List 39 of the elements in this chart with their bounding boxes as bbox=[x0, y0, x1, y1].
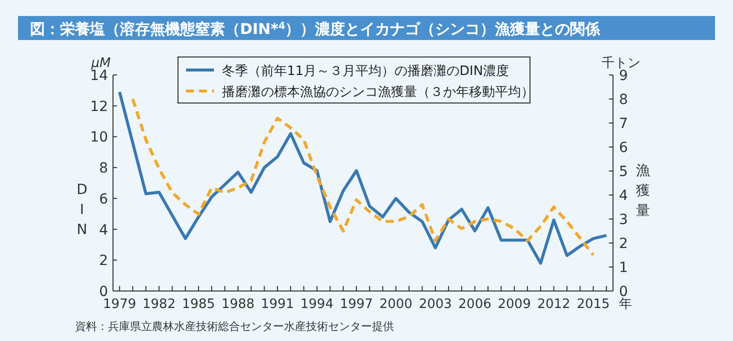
x-tick-label: 1994 bbox=[300, 297, 334, 312]
x-tick-label: 2006 bbox=[458, 297, 492, 312]
y-tick-label: 4 bbox=[99, 222, 108, 238]
y2-axis-title: 漁獲量 bbox=[636, 163, 650, 219]
text: 資料：兵庫県立農林水産技術総合センター水産技術センター提供 bbox=[75, 320, 394, 333]
x-tick-label: 2000 bbox=[379, 297, 412, 312]
chart-title: 図：栄養塩（溶存無機態窒素（DIN*$^{4}$））濃度とイカナゴ（シンコ）漁獲量との関係 bbox=[30, 20, 602, 38]
y-tick-label: 10 bbox=[90, 130, 108, 146]
legend-label: 播磨灘の標本漁協のシンコ漁獲量（３か年移動平均） bbox=[222, 85, 534, 100]
x-tick-label: 1985 bbox=[182, 297, 216, 312]
text: 千トン bbox=[602, 56, 640, 71]
x-tick-label: 2003 bbox=[418, 297, 452, 312]
y2-tick-label: 6 bbox=[619, 140, 628, 156]
x-tick-label: 2015 bbox=[576, 297, 610, 312]
legend-label: 冬季（前年11月～３月平均）の播磨灘のDIN濃度 bbox=[222, 63, 510, 79]
x-tick-label: 1982 bbox=[142, 297, 176, 312]
x-axis-title: 年 bbox=[619, 297, 632, 312]
y2-tick-label: 8 bbox=[619, 92, 628, 108]
y-tick-label: 2 bbox=[99, 253, 108, 270]
y-tick-label: 8 bbox=[99, 160, 108, 177]
y2-tick-label: 7 bbox=[619, 116, 628, 132]
y2-tick-label: 3 bbox=[619, 212, 628, 228]
x-tick-label: 1997 bbox=[340, 297, 373, 312]
y-tick-label: 14 bbox=[90, 68, 108, 84]
x-tick-label: 1988 bbox=[221, 297, 255, 312]
y2-tick-label: 4 bbox=[619, 188, 628, 204]
y-tick-label: 12 bbox=[90, 98, 108, 115]
y2-tick-label: 2 bbox=[619, 236, 628, 252]
text: μM bbox=[90, 56, 111, 71]
x-tick-label: 1991 bbox=[260, 297, 294, 312]
y-tick-label: 6 bbox=[99, 191, 108, 208]
x-tick-label: 1979 bbox=[103, 297, 136, 312]
y-axis-title: DIN bbox=[76, 182, 88, 238]
x-tick-label: 2009 bbox=[498, 297, 531, 312]
y-tick-label: 0 bbox=[99, 284, 108, 300]
x-tick-label: 2012 bbox=[537, 297, 570, 312]
y2-tick-label: 5 bbox=[619, 164, 628, 180]
y2-tick-label: 9 bbox=[619, 68, 628, 84]
y2-tick-label: 1 bbox=[619, 260, 628, 276]
